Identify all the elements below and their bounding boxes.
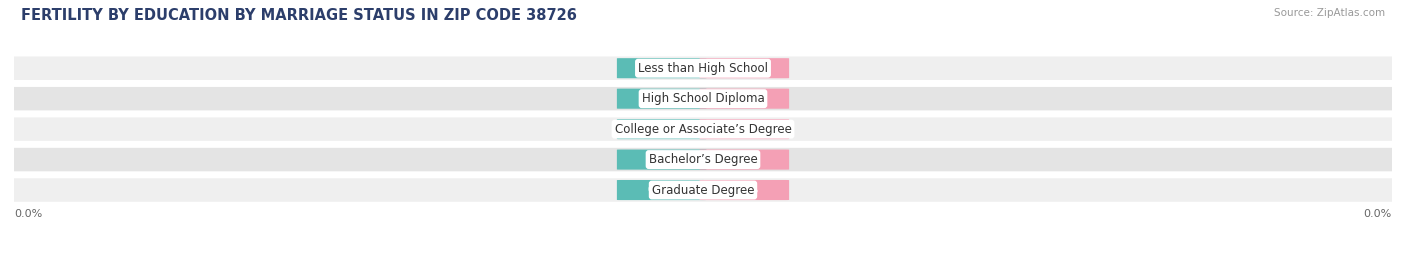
Text: 0.0%: 0.0%	[647, 124, 676, 134]
Text: 0.0%: 0.0%	[730, 185, 759, 195]
Text: 0.0%: 0.0%	[730, 155, 759, 165]
FancyBboxPatch shape	[617, 150, 706, 170]
Text: 0.0%: 0.0%	[14, 209, 42, 219]
FancyBboxPatch shape	[700, 58, 789, 78]
FancyBboxPatch shape	[0, 56, 1406, 80]
Text: High School Diploma: High School Diploma	[641, 92, 765, 105]
Text: 0.0%: 0.0%	[730, 94, 759, 104]
FancyBboxPatch shape	[0, 117, 1406, 141]
Text: 0.0%: 0.0%	[647, 185, 676, 195]
Text: 0.0%: 0.0%	[1364, 209, 1392, 219]
FancyBboxPatch shape	[700, 150, 789, 170]
Text: 0.0%: 0.0%	[730, 124, 759, 134]
Legend: Married, Unmarried: Married, Unmarried	[614, 266, 792, 269]
FancyBboxPatch shape	[700, 89, 789, 109]
Text: 0.0%: 0.0%	[647, 63, 676, 73]
Text: College or Associate’s Degree: College or Associate’s Degree	[614, 123, 792, 136]
FancyBboxPatch shape	[617, 58, 706, 78]
FancyBboxPatch shape	[0, 178, 1406, 202]
Text: 0.0%: 0.0%	[647, 94, 676, 104]
FancyBboxPatch shape	[0, 148, 1406, 171]
Text: 0.0%: 0.0%	[647, 155, 676, 165]
Text: Graduate Degree: Graduate Degree	[652, 183, 754, 197]
Text: FERTILITY BY EDUCATION BY MARRIAGE STATUS IN ZIP CODE 38726: FERTILITY BY EDUCATION BY MARRIAGE STATU…	[21, 8, 576, 23]
FancyBboxPatch shape	[617, 180, 706, 200]
FancyBboxPatch shape	[0, 87, 1406, 110]
Text: Bachelor’s Degree: Bachelor’s Degree	[648, 153, 758, 166]
FancyBboxPatch shape	[700, 119, 789, 139]
Text: Less than High School: Less than High School	[638, 62, 768, 75]
FancyBboxPatch shape	[617, 89, 706, 109]
Text: 0.0%: 0.0%	[730, 63, 759, 73]
FancyBboxPatch shape	[617, 119, 706, 139]
Text: Source: ZipAtlas.com: Source: ZipAtlas.com	[1274, 8, 1385, 18]
FancyBboxPatch shape	[700, 180, 789, 200]
